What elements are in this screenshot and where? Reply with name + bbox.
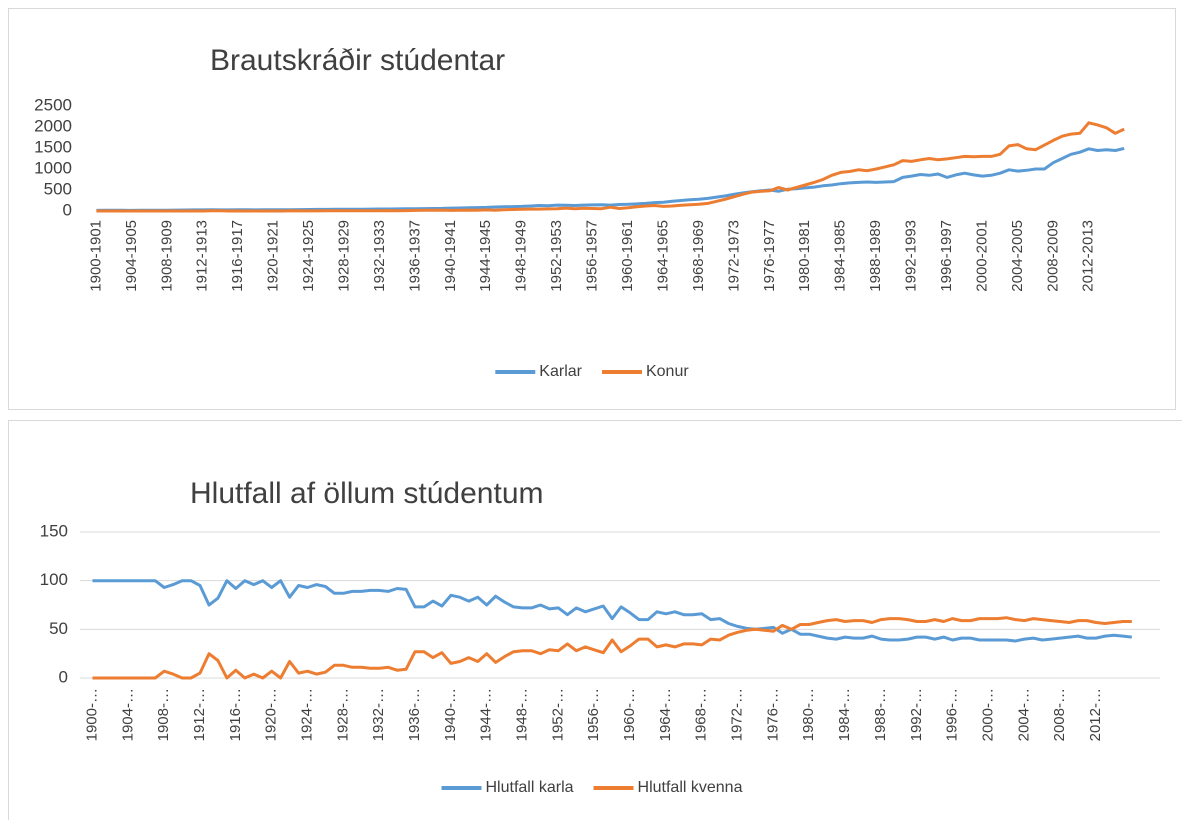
x-tick-label: 1912-… <box>191 688 208 741</box>
x-tick-label: 2004-2005 <box>1009 220 1026 292</box>
x-tick-label: 1936-1937 <box>406 220 423 292</box>
x-tick-label: 1960-1961 <box>619 220 636 292</box>
x-tick-label: 1944-1945 <box>477 220 494 292</box>
y-tick-label: 0 <box>63 200 72 219</box>
y-tick-label: 100 <box>40 570 68 589</box>
x-tick-label: 1992-… <box>908 688 925 741</box>
y-tick-label: 500 <box>44 179 72 198</box>
chart-frame <box>8 8 1176 410</box>
x-tick-label: 1948-1949 <box>513 220 530 292</box>
x-tick-label: 1988-1989 <box>867 220 884 292</box>
x-tick-label: 1980-… <box>800 688 817 741</box>
x-tick-label: 1964-… <box>657 688 674 741</box>
y-tick-label: 2000 <box>34 116 72 135</box>
x-tick-label: 1996-… <box>944 688 961 741</box>
x-tick-label: 1916-… <box>227 688 244 741</box>
x-tick-label: 1948-… <box>514 688 531 741</box>
x-tick-label: 2008-2009 <box>1044 220 1061 292</box>
x-tick-label: 1960-… <box>621 688 638 741</box>
legend-label: Konur <box>646 363 689 380</box>
x-tick-label: 2012-… <box>1087 688 1104 741</box>
x-tick-label: 1908-… <box>155 688 172 741</box>
x-tick-label: 1940-1941 <box>442 220 459 292</box>
y-tick-label: 50 <box>49 619 68 638</box>
x-tick-label: 1924-… <box>298 688 315 741</box>
x-tick-label: 1932-… <box>370 688 387 741</box>
y-tick-label: 150 <box>40 521 68 540</box>
x-tick-label: 1924-1925 <box>300 220 317 292</box>
chart-title: Hlutfall af öllum stúdentum <box>190 477 544 510</box>
x-tick-label: 1904-… <box>119 688 136 741</box>
x-tick-label: 1928-1929 <box>335 220 352 292</box>
series-line <box>96 121 1125 213</box>
x-tick-label: 1984-1985 <box>832 220 849 292</box>
x-tick-label: 1976-1977 <box>761 220 778 292</box>
x-tick-label: 1912-1913 <box>194 220 211 292</box>
series-line <box>92 579 1132 643</box>
x-tick-label: 2004-… <box>1015 688 1032 741</box>
x-tick-label: 2008-… <box>1051 688 1068 741</box>
x-tick-label: 1980-1981 <box>796 220 813 292</box>
x-tick-label: 1944-… <box>478 688 495 741</box>
chart-frame <box>8 420 1182 820</box>
x-tick-label: 1952-1953 <box>548 220 565 292</box>
y-tick-label: 2500 <box>34 95 72 114</box>
x-tick-label: 2000-… <box>979 688 996 741</box>
x-tick-label: 1996-1997 <box>938 220 955 292</box>
x-tick-label: 1932-1933 <box>371 220 388 292</box>
y-tick-label: 1000 <box>34 158 72 177</box>
x-tick-label: 1936-… <box>406 688 423 741</box>
x-tick-label: 1920-… <box>263 688 280 741</box>
chart-title: Brautskráðir stúdentar <box>210 44 505 77</box>
x-tick-label: 1940-… <box>442 688 459 741</box>
x-tick-label: 1964-1965 <box>654 220 671 292</box>
x-tick-label: 1968-… <box>693 688 710 741</box>
x-tick-label: 1904-1905 <box>123 220 140 292</box>
x-tick-label: 1992-1993 <box>903 220 920 292</box>
x-tick-label: 1952-… <box>549 688 566 741</box>
x-tick-label: 2012-2013 <box>1080 220 1097 292</box>
x-tick-label: 2000-2001 <box>973 220 990 292</box>
x-tick-label: 1972-1973 <box>725 220 742 292</box>
x-tick-label: 1984-… <box>836 688 853 741</box>
legend-label: Karlar <box>539 363 582 380</box>
x-tick-label: 1956-… <box>585 688 602 741</box>
x-tick-label: 1900-… <box>83 688 100 741</box>
y-tick-label: 1500 <box>34 137 72 156</box>
x-tick-label: 1908-1909 <box>158 220 175 292</box>
x-tick-label: 1956-1957 <box>584 220 601 292</box>
x-tick-label: 1972-… <box>729 688 746 741</box>
series-line <box>92 616 1132 680</box>
x-tick-label: 1968-1969 <box>690 220 707 292</box>
x-tick-label: 1928-… <box>334 688 351 741</box>
x-tick-label: 1976-… <box>764 688 781 741</box>
y-tick-label: 0 <box>59 667 68 686</box>
legend-label: Hlutfall kvenna <box>638 779 743 796</box>
x-tick-label: 1988-… <box>872 688 889 741</box>
x-tick-label: 1916-1917 <box>229 220 246 292</box>
legend-label: Hlutfall karla <box>486 779 574 796</box>
x-tick-label: 1900-1901 <box>87 220 104 292</box>
x-tick-label: 1920-1921 <box>265 220 282 292</box>
